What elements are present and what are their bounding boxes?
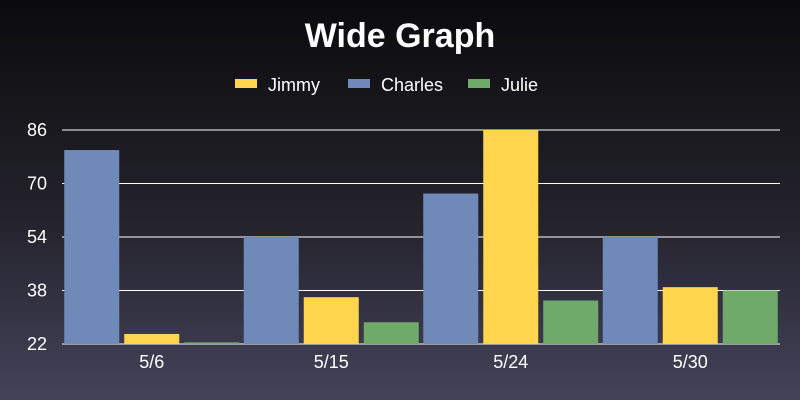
y-tick-label: 70 — [27, 174, 47, 194]
bar-jimmy-5-6 — [124, 333, 180, 344]
x-tick-label: 5/30 — [673, 352, 708, 372]
y-axis: 22 38 54 70 86 — [27, 120, 47, 354]
legend-label: Charles — [381, 75, 443, 95]
bar-julie-5-15 — [363, 322, 419, 344]
legend-item-jimmy: Jimmy — [235, 75, 320, 95]
x-tick-label: 5/24 — [493, 352, 528, 372]
bar-jimmy-5-30 — [662, 287, 718, 344]
legend-item-julie: Julie — [468, 75, 538, 95]
y-tick-label: 38 — [27, 281, 47, 301]
legend-item-charles: Charles — [348, 75, 443, 95]
legend-swatch — [235, 79, 257, 88]
bar-jimmy-5-15 — [303, 297, 359, 344]
bar-jimmy-5-24 — [483, 130, 539, 344]
bar-charles-5-15 — [243, 237, 299, 344]
chart-title: Wide Graph — [305, 17, 496, 55]
y-tick-label: 22 — [27, 334, 47, 354]
bar-julie-5-6 — [184, 342, 240, 344]
grid — [62, 129, 780, 345]
bar-charles-5-30 — [602, 237, 658, 344]
legend: Jimmy Charles Julie — [235, 75, 538, 95]
x-tick-label: 5/15 — [314, 352, 349, 372]
legend-label: Jimmy — [268, 75, 320, 95]
bars — [64, 130, 778, 344]
y-tick-label: 86 — [27, 120, 47, 140]
legend-label: Julie — [501, 75, 538, 95]
legend-swatch — [468, 79, 490, 88]
x-axis: 5/6 5/15 5/24 5/30 — [139, 352, 708, 372]
bar-julie-5-24 — [543, 300, 599, 344]
bar-charles-5-24 — [423, 193, 479, 344]
x-tick-label: 5/6 — [139, 352, 164, 372]
legend-swatch — [348, 79, 370, 88]
bar-julie-5-30 — [722, 290, 778, 344]
y-tick-label: 54 — [27, 227, 47, 247]
bar-charles-5-6 — [64, 150, 120, 344]
